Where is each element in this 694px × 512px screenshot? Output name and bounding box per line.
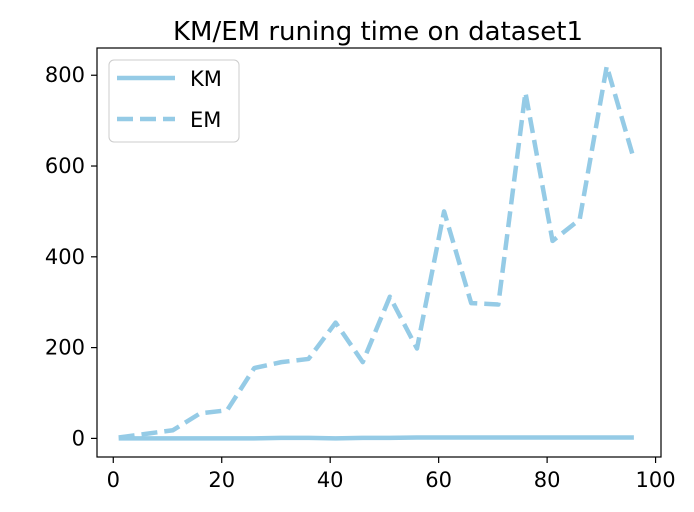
legend: KM EM	[108, 59, 240, 143]
x-tick-label: 80	[534, 468, 561, 492]
x-tick-label: 40	[317, 468, 344, 492]
series-line-em	[118, 63, 637, 440]
x-tick-label: 20	[208, 468, 235, 492]
legend-km-label: KM	[190, 67, 222, 91]
chart-title: KM/EM runing time on dataset1	[173, 17, 583, 47]
y-tick-label: 800	[45, 63, 85, 87]
plot-area	[118, 63, 637, 441]
series-line-km	[118, 435, 634, 441]
legend-box	[108, 59, 240, 143]
y-tick-label: 600	[45, 154, 85, 178]
y-tick-label: 400	[45, 245, 85, 269]
legend-em-label: EM	[190, 108, 221, 132]
y-tick-label: 0	[72, 426, 85, 450]
x-tick-label: 0	[107, 468, 120, 492]
axis-ticks: 0 20 40 60 80 100 0 200 400 600 800	[45, 63, 676, 492]
y-tick-label: 200	[45, 336, 85, 360]
axes-frame	[96, 47, 662, 458]
x-tick-label: 100	[636, 468, 676, 492]
x-tick-label: 60	[425, 468, 452, 492]
